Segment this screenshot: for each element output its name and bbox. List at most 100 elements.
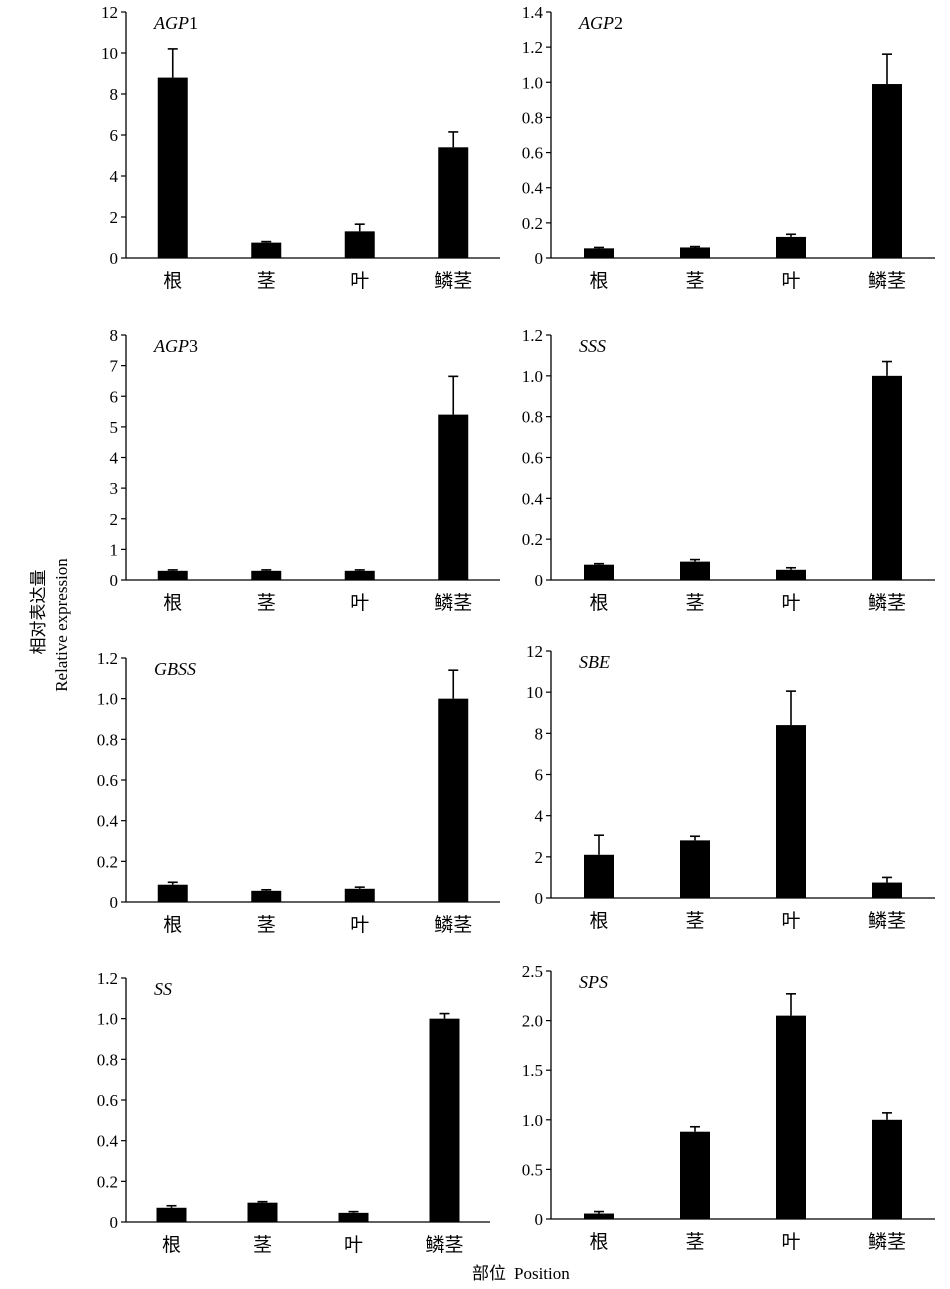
y-axis-title-cn: 相对表达量 xyxy=(29,570,49,655)
y-tick-label: 10 xyxy=(526,683,543,702)
chart-panel-3: 012345678根茎叶鳞茎AGP3 xyxy=(110,326,500,614)
bar xyxy=(344,570,375,580)
bar xyxy=(872,882,902,898)
chart-panel-2: 0 0.2 0.4 0.6 0.8 1.0 1.2 1.4 根 茎 叶 鳞茎 AGP2 xyxy=(522,3,935,292)
bar xyxy=(438,414,469,580)
gene-label: SBE xyxy=(579,652,610,672)
bar xyxy=(776,236,806,258)
y-tick-label: 10 xyxy=(101,44,118,63)
y-tick-label: 1.2 xyxy=(522,326,543,345)
y-tick-label: 1.0 xyxy=(97,1010,118,1029)
y-tick-label: 0.2 xyxy=(97,852,118,871)
y-tick-label: 0.5 xyxy=(522,1160,543,1179)
y-tick-label: 1.0 xyxy=(522,1111,543,1130)
category-label: 根 xyxy=(589,270,608,292)
bar xyxy=(872,84,902,259)
gene-number: 1 xyxy=(189,13,198,33)
category-label: 茎 xyxy=(685,592,704,614)
category-label: 叶 xyxy=(781,592,800,614)
gene-name: SPS xyxy=(579,972,608,992)
gene-name: GBSS xyxy=(154,659,196,679)
category-label: 叶 xyxy=(344,1234,363,1256)
category-label: 鳞茎 xyxy=(425,1234,463,1256)
bar xyxy=(438,698,469,902)
category-label: 叶 xyxy=(781,1231,800,1253)
y-tick-label: 8 xyxy=(535,724,544,743)
bar xyxy=(872,375,902,580)
category-label: 茎 xyxy=(685,1231,704,1253)
y-axis-title-en: Relative expression xyxy=(52,558,71,692)
category-label: 茎 xyxy=(257,270,276,292)
y-tick-label: 0.6 xyxy=(97,1091,118,1110)
category-label: 叶 xyxy=(350,270,369,292)
bar xyxy=(344,231,375,258)
y-tick-label: 0.8 xyxy=(522,108,543,127)
gene-label: AGP2 xyxy=(578,13,623,33)
gene-label: SSS xyxy=(579,336,606,356)
bar xyxy=(776,569,806,580)
bar xyxy=(251,570,282,580)
y-tick-label: 2.0 xyxy=(522,1012,543,1031)
y-tick-label: 0 xyxy=(110,249,119,268)
y-tick-label: 8 xyxy=(110,326,119,345)
category-label: 根 xyxy=(162,1234,181,1256)
gene-label: AGP3 xyxy=(153,336,198,356)
y-tick-label: 1 xyxy=(110,540,119,559)
chart-panel-8: 0 0.5 1.0 1.5 2.0 2.5 根 茎 叶 鳞茎 SPS xyxy=(522,962,935,1253)
y-tick-label: 1.0 xyxy=(522,367,543,386)
category-label: 根 xyxy=(589,910,608,932)
y-tick-label: 1.5 xyxy=(522,1061,543,1080)
y-tick-label: 0.4 xyxy=(97,1132,119,1151)
chart-panel-5: 0 0.2 0.4 0.6 0.8 1.0 1.2 根 茎 叶 鳞茎 GBSS xyxy=(97,649,500,936)
chart-panel-6: 0 2 4 6 8 10 12 根 茎 叶 鳞茎 SBE xyxy=(526,642,935,932)
chart-panel-7: 0 0.2 0.4 0.6 0.8 1.0 1.2 根 茎 叶 鳞茎 SS xyxy=(97,969,490,1256)
y-tick-label: 0.4 xyxy=(97,812,119,831)
y-tick-label: 1.4 xyxy=(522,3,544,22)
bar xyxy=(584,564,614,580)
bar xyxy=(680,247,710,258)
y-tick-label: 7 xyxy=(110,357,119,376)
y-tick-label: 0 xyxy=(110,1213,119,1232)
y-tick-label: 0.4 xyxy=(522,179,544,198)
y-tick-label: 5 xyxy=(110,418,119,437)
gene-number: 2 xyxy=(614,13,623,33)
category-label: 叶 xyxy=(781,270,800,292)
gene-name: AGP xyxy=(153,13,189,33)
category-label: 叶 xyxy=(350,914,369,936)
y-tick-label: 0 xyxy=(535,571,544,590)
gene-name: SS xyxy=(154,979,172,999)
gene-label: SPS xyxy=(579,972,608,992)
gene-name: AGP xyxy=(153,336,189,356)
chart-panel-1: 0 2 4 6 8 10 12 根 茎 叶 鳞茎 AGP1 xyxy=(101,3,500,292)
bar xyxy=(680,1131,710,1219)
y-tick-label: 0.4 xyxy=(522,489,544,508)
y-tick-label: 2 xyxy=(110,510,119,529)
y-tick-label: 4 xyxy=(110,167,119,186)
category-label: 叶 xyxy=(350,592,369,614)
chart-panels: 024681012根茎叶鳞茎AGP100.20.40.60.81.01.21.4… xyxy=(97,3,935,1256)
y-tick-label: 1.2 xyxy=(97,969,118,988)
y-tick-label: 0.8 xyxy=(97,1050,118,1069)
bar xyxy=(156,1207,187,1222)
gene-name: SBE xyxy=(579,652,610,672)
y-tick-label: 0.2 xyxy=(97,1172,118,1191)
bar xyxy=(872,1119,902,1219)
gene-label: GBSS xyxy=(154,659,196,679)
bar xyxy=(584,854,614,898)
bar xyxy=(776,725,806,898)
category-label: 鳞茎 xyxy=(868,270,906,292)
x-axis-title-en: Position xyxy=(514,1264,570,1283)
y-tick-label: 3 xyxy=(110,479,119,498)
category-label: 茎 xyxy=(253,1234,272,1256)
bar xyxy=(680,561,710,580)
y-tick-label: 0.8 xyxy=(97,730,118,749)
y-tick-label: 6 xyxy=(110,387,119,406)
y-tick-label: 0.2 xyxy=(522,214,543,233)
gene-label: SS xyxy=(154,979,172,999)
y-tick-label: 1.0 xyxy=(97,690,118,709)
category-label: 根 xyxy=(163,592,182,614)
y-tick-label: 2 xyxy=(535,848,544,867)
y-tick-label: 4 xyxy=(110,449,119,468)
gene-name: SSS xyxy=(579,336,606,356)
